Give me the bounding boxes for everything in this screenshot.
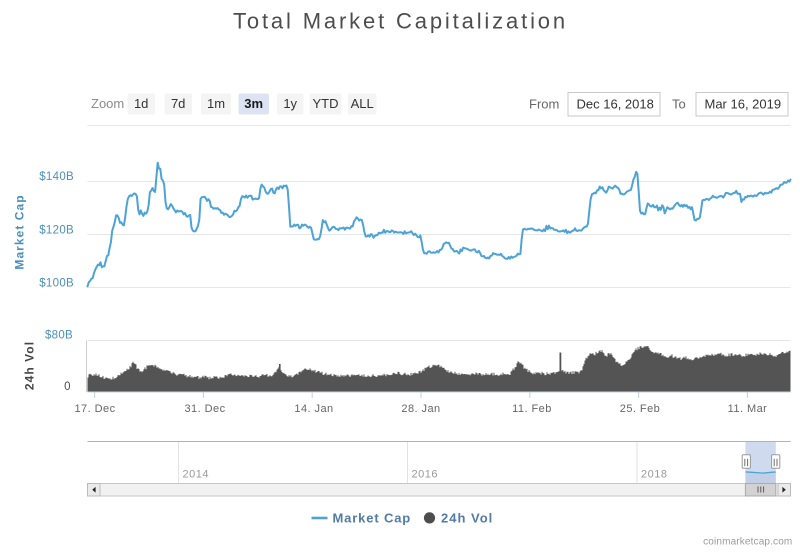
svg-text:Dec 16, 2018: Dec 16, 2018 (577, 97, 654, 112)
svg-text:1y: 1y (283, 96, 297, 111)
svg-text:ALL: ALL (351, 96, 374, 111)
svg-text:$100B: $100B (39, 278, 74, 290)
svg-text:14. Jan: 14. Jan (294, 403, 333, 415)
svg-text:24h Vol: 24h Vol (23, 341, 37, 390)
svg-text:Market Cap: Market Cap (333, 511, 412, 526)
svg-text:Mar 16, 2019: Mar 16, 2019 (705, 97, 782, 112)
svg-text:$140B: $140B (39, 171, 74, 183)
svg-text:11. Mar: 11. Mar (728, 403, 768, 415)
svg-text:2014: 2014 (183, 469, 209, 481)
svg-text:28. Jan: 28. Jan (401, 403, 440, 415)
svg-text:25. Feb: 25. Feb (620, 403, 660, 415)
svg-text:YTD: YTD (313, 96, 339, 111)
svg-text:24h Vol: 24h Vol (441, 511, 493, 526)
svg-text:$120B: $120B (39, 225, 74, 237)
svg-text:17. Dec: 17. Dec (74, 403, 115, 415)
svg-text:0: 0 (64, 381, 70, 393)
svg-text:From: From (529, 97, 559, 112)
svg-text:coinmarketcap.com: coinmarketcap.com (703, 537, 792, 548)
svg-text:Market Cap: Market Cap (13, 194, 27, 269)
svg-text:Zoom: Zoom (91, 96, 124, 111)
svg-text:To: To (672, 97, 686, 112)
svg-text:7d: 7d (171, 96, 185, 111)
svg-text:11. Feb: 11. Feb (512, 403, 552, 415)
svg-text:31. Dec: 31. Dec (184, 403, 225, 415)
svg-text:Total Market Capitalization: Total Market Capitalization (233, 9, 568, 34)
svg-text:3m: 3m (244, 96, 263, 111)
svg-text:1d: 1d (134, 96, 148, 111)
svg-text:2016: 2016 (412, 469, 438, 481)
svg-text:$80B: $80B (45, 330, 73, 342)
svg-text:1m: 1m (207, 96, 225, 111)
svg-text:2018: 2018 (641, 469, 667, 481)
